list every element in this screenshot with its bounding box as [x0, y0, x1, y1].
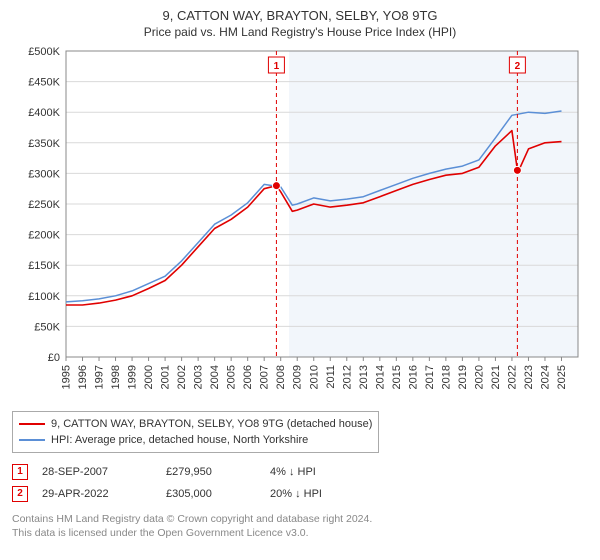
- marker-price: £305,000: [166, 488, 256, 500]
- footer-attribution: Contains HM Land Registry data © Crown c…: [12, 513, 588, 540]
- footer-line: This data is licensed under the Open Gov…: [12, 527, 588, 541]
- svg-text:2000: 2000: [143, 365, 155, 389]
- svg-text:£0: £0: [48, 352, 60, 364]
- svg-text:2023: 2023: [523, 365, 535, 389]
- legend-label: HPI: Average price, detached house, Nort…: [51, 434, 308, 446]
- svg-text:2025: 2025: [556, 365, 568, 389]
- legend-label: 9, CATTON WAY, BRAYTON, SELBY, YO8 9TG (…: [51, 418, 372, 430]
- svg-text:£450K: £450K: [28, 77, 60, 89]
- svg-text:2020: 2020: [473, 365, 485, 389]
- svg-text:2008: 2008: [275, 365, 287, 389]
- chart-titles: 9, CATTON WAY, BRAYTON, SELBY, YO8 9TG P…: [12, 8, 588, 39]
- svg-text:2014: 2014: [374, 365, 386, 389]
- svg-text:2019: 2019: [457, 365, 469, 389]
- svg-text:£500K: £500K: [28, 46, 60, 58]
- sale-marker-row: 2 29-APR-2022 £305,000 20% ↓ HPI: [12, 483, 588, 505]
- marker-badge: 1: [12, 464, 28, 480]
- svg-text:2: 2: [515, 61, 521, 72]
- marker-date: 28-SEP-2007: [42, 466, 152, 478]
- svg-text:2003: 2003: [193, 365, 205, 389]
- svg-text:£350K: £350K: [28, 138, 60, 150]
- svg-text:1997: 1997: [94, 365, 106, 389]
- marker-date: 29-APR-2022: [42, 488, 152, 500]
- marker-badge: 2: [12, 486, 28, 502]
- svg-text:£50K: £50K: [34, 321, 60, 333]
- svg-text:2017: 2017: [424, 365, 436, 389]
- svg-text:2002: 2002: [176, 365, 188, 389]
- svg-text:2006: 2006: [242, 365, 254, 389]
- chart-title-address: 9, CATTON WAY, BRAYTON, SELBY, YO8 9TG: [12, 8, 588, 23]
- svg-text:2004: 2004: [209, 365, 221, 389]
- legend-swatch: [19, 439, 45, 441]
- marker-pct: 4% ↓ HPI: [270, 466, 380, 478]
- svg-text:£200K: £200K: [28, 230, 60, 242]
- legend-swatch: [19, 423, 45, 425]
- svg-text:2007: 2007: [259, 365, 271, 389]
- svg-text:£300K: £300K: [28, 168, 60, 180]
- svg-text:2022: 2022: [506, 365, 518, 389]
- svg-text:£250K: £250K: [28, 199, 60, 211]
- svg-text:1: 1: [274, 61, 280, 72]
- legend-item: HPI: Average price, detached house, Nort…: [19, 432, 372, 448]
- svg-text:2009: 2009: [292, 365, 304, 389]
- svg-text:2010: 2010: [308, 365, 320, 389]
- svg-text:2024: 2024: [539, 365, 551, 389]
- svg-text:2018: 2018: [440, 365, 452, 389]
- svg-text:2001: 2001: [160, 365, 172, 389]
- sale-marker-row: 1 28-SEP-2007 £279,950 4% ↓ HPI: [12, 461, 588, 483]
- svg-text:2005: 2005: [226, 365, 238, 389]
- svg-text:1996: 1996: [77, 365, 89, 389]
- svg-text:£150K: £150K: [28, 260, 60, 272]
- svg-text:1998: 1998: [110, 365, 122, 389]
- sale-marker-table: 1 28-SEP-2007 £279,950 4% ↓ HPI 2 29-APR…: [12, 461, 588, 505]
- svg-text:2015: 2015: [391, 365, 403, 389]
- marker-price: £279,950: [166, 466, 256, 478]
- svg-text:1999: 1999: [127, 365, 139, 389]
- footer-line: Contains HM Land Registry data © Crown c…: [12, 513, 588, 527]
- svg-text:£100K: £100K: [28, 291, 60, 303]
- svg-text:1995: 1995: [61, 365, 73, 389]
- price-chart: £0 £50K £100K £150K £200K £250K £300K £350K £400…: [12, 45, 588, 405]
- svg-text:2012: 2012: [341, 365, 353, 389]
- chart-title-sub: Price paid vs. HM Land Registry's House …: [12, 25, 588, 39]
- marker-pct: 20% ↓ HPI: [270, 488, 380, 500]
- svg-text:2021: 2021: [490, 365, 502, 389]
- chart-container: £0 £50K £100K £150K £200K £250K £300K £350K £400…: [12, 45, 588, 405]
- svg-text:2013: 2013: [358, 365, 370, 389]
- legend: 9, CATTON WAY, BRAYTON, SELBY, YO8 9TG (…: [12, 411, 379, 453]
- legend-item: 9, CATTON WAY, BRAYTON, SELBY, YO8 9TG (…: [19, 416, 372, 432]
- svg-text:2011: 2011: [325, 365, 337, 389]
- svg-text:£400K: £400K: [28, 107, 60, 119]
- svg-text:2016: 2016: [407, 365, 419, 389]
